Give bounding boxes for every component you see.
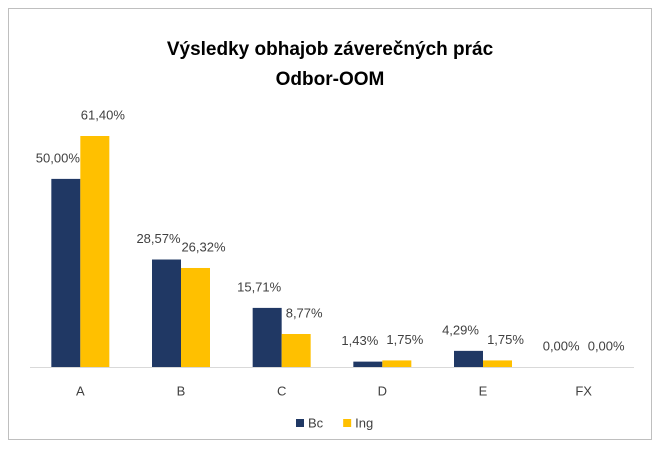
bar bbox=[382, 360, 412, 367]
data-label: 8,77% bbox=[286, 305, 323, 320]
data-label: 1,43% bbox=[341, 333, 378, 348]
x-tick-label: B bbox=[177, 383, 186, 398]
data-label: 0,00% bbox=[543, 338, 580, 353]
bar bbox=[252, 307, 282, 367]
x-tick-label: C bbox=[277, 383, 286, 398]
data-label: 61,40% bbox=[81, 107, 126, 122]
legend-swatch bbox=[296, 419, 304, 427]
x-tick-label: A bbox=[76, 383, 85, 398]
bar bbox=[152, 259, 181, 367]
data-label: 28,57% bbox=[136, 231, 181, 246]
data-label: 15,71% bbox=[237, 279, 282, 294]
legend-swatch bbox=[343, 419, 352, 427]
x-tick-label: E bbox=[479, 383, 488, 398]
bar bbox=[483, 360, 512, 367]
bar bbox=[80, 136, 110, 367]
data-label: 1,75% bbox=[386, 332, 423, 347]
bar bbox=[281, 334, 311, 367]
data-label: 1,75% bbox=[487, 332, 524, 347]
x-tick-label: FX bbox=[575, 383, 592, 398]
legend-label: Ing bbox=[355, 415, 373, 430]
bar bbox=[51, 178, 81, 367]
bar bbox=[454, 350, 483, 367]
x-tick-label: D bbox=[378, 383, 387, 398]
data-label: 4,29% bbox=[442, 322, 479, 337]
data-label: 50,00% bbox=[36, 150, 81, 165]
legend-label: Bc bbox=[308, 415, 324, 430]
chart-title: Výsledky obhajob záverečných prác bbox=[167, 39, 494, 60]
data-label: 0,00% bbox=[588, 338, 625, 353]
chart-title: Odbor-OOM bbox=[276, 69, 385, 90]
bar bbox=[353, 361, 383, 367]
data-label: 26,32% bbox=[181, 239, 226, 254]
bar bbox=[181, 267, 210, 367]
